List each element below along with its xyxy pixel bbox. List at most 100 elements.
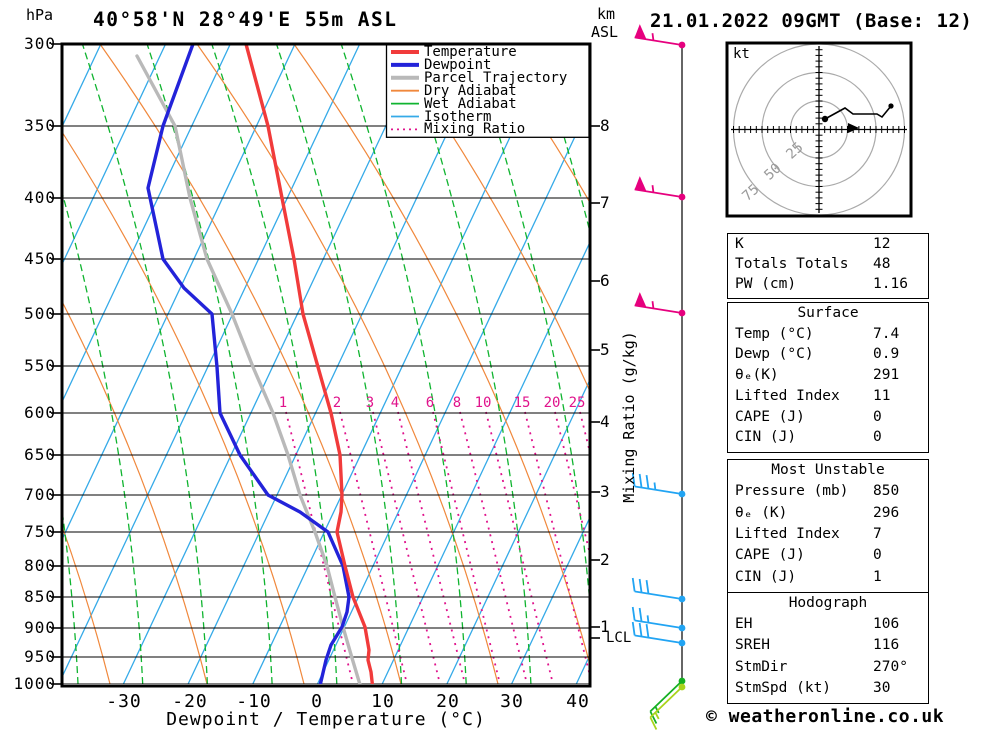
dry-adiabat-line xyxy=(62,300,208,684)
table-row: CAPE (J) 0 xyxy=(728,407,928,428)
isotherm-line xyxy=(62,44,361,679)
isotherm-line xyxy=(252,44,555,684)
legend-item-label: Wet Adiabat xyxy=(424,95,517,112)
isotherm-line xyxy=(446,378,590,684)
isotherm-line xyxy=(316,103,590,684)
wet-adiabat-line xyxy=(405,44,532,684)
temperature-tick-label: -20 xyxy=(172,691,208,712)
isotherm-line xyxy=(511,515,590,684)
mixing-ratio-line xyxy=(524,411,590,680)
table-row-label: Pressure (mb) xyxy=(735,483,849,500)
table-row-label: CAPE (J) xyxy=(735,547,805,564)
mixing-ratio-line xyxy=(397,411,466,684)
pressure-tick-label: 350 xyxy=(24,116,56,135)
km-tick-label: 2 xyxy=(600,550,610,569)
temperature-tick-label: 40 xyxy=(566,691,590,712)
km-tick-label: 6 xyxy=(600,271,610,290)
wind-barb xyxy=(631,577,686,603)
parcel-trajectory-curve xyxy=(135,54,362,684)
mixing-ratio-line xyxy=(485,411,554,684)
isotherm-line xyxy=(187,44,490,684)
table-row-label: StmDir xyxy=(735,658,788,675)
temperature-tick-label: 20 xyxy=(436,691,460,712)
temperature-tick-label: -30 xyxy=(106,691,142,712)
table-row-value: 0 xyxy=(873,408,882,425)
km-tick-label: 3 xyxy=(600,482,610,501)
wind-barb xyxy=(631,606,686,632)
mixing-ratio-line xyxy=(432,411,501,684)
hodograph xyxy=(725,41,913,218)
dry-adiabat-line xyxy=(62,130,305,684)
table-row: StmDir 270° xyxy=(728,657,928,678)
table-row-value: 291 xyxy=(873,367,900,384)
wind-barb xyxy=(631,621,686,647)
table-title: Hodograph xyxy=(788,595,868,611)
km-tick-label: 8 xyxy=(600,116,610,135)
legend-item-label: Parcel Trajectory xyxy=(424,69,568,86)
station-title: 40°58'N 28°49'E 55m ASL xyxy=(93,8,398,31)
mixing-ratio-value-label: 10 xyxy=(474,395,492,411)
wind-barb xyxy=(634,24,686,49)
table-row-value: 296 xyxy=(873,504,900,521)
table-row-value: 11 xyxy=(873,387,891,404)
chart-border xyxy=(60,42,592,688)
table-row-label: Lifted Index xyxy=(735,525,840,542)
wind-barb xyxy=(649,683,686,730)
run-date-title: 21.01.2022 09GMT (Base: 12) xyxy=(650,10,973,32)
dry-adiabat-line xyxy=(62,524,111,684)
pressure-tick-label: 950 xyxy=(24,647,56,666)
table-row-value: 116 xyxy=(873,637,900,654)
pressure-tick-label: 400 xyxy=(24,188,56,207)
table-row: CAPE (J) 0 xyxy=(728,545,928,566)
table-row-label: SREH xyxy=(735,637,770,654)
legend-item-label: Dry Adiabat xyxy=(424,82,517,99)
km-tick-label: 4 xyxy=(600,412,610,431)
table-row-value: 850 xyxy=(873,483,900,500)
pressure-tick-label: 600 xyxy=(24,403,56,422)
table-row-value: 1 xyxy=(873,568,882,585)
wind-barb xyxy=(649,677,686,724)
lcl-label: LCL xyxy=(606,630,632,646)
wet-adiabat-line xyxy=(534,44,590,235)
hodograph-unit-label: kt xyxy=(733,46,750,62)
table-row-label: PW (cm) xyxy=(735,276,797,292)
table-row-value: 106 xyxy=(873,616,900,633)
pressure-tick-label: 800 xyxy=(24,556,56,575)
wind-barb xyxy=(634,176,686,201)
hodograph-border xyxy=(725,41,913,218)
mixing-ratio-value-label: 8 xyxy=(452,395,462,411)
temperature-curve xyxy=(244,44,375,684)
table-row-value: 270° xyxy=(873,658,908,675)
pressure-tick-label: 450 xyxy=(24,249,56,268)
pressure-tick-label: 500 xyxy=(24,304,56,323)
table-row: Totals Totals 48 xyxy=(728,254,928,274)
legend-item-label: Temperature xyxy=(424,44,517,60)
table-row: K 12 xyxy=(728,234,928,254)
temperature-tick-label: 30 xyxy=(500,691,524,712)
table-row-value: 0 xyxy=(873,429,882,446)
table-row-value: 12 xyxy=(873,236,891,252)
most-unstable-table: Most Unstable Pressure (mb) 850 θₑ (K) 296 Li… xyxy=(727,459,929,593)
wet-adiabat-line xyxy=(275,44,403,684)
legend-item-label: Dewpoint xyxy=(424,56,492,73)
table-row: SREH 116 xyxy=(728,635,928,656)
mixing-ratio-value-label: 6 xyxy=(425,395,435,411)
mixing-ratio-value-label: 20 xyxy=(543,395,561,411)
table-row: CIN (J) 1 xyxy=(728,567,928,588)
wet-adiabat-line xyxy=(340,44,467,684)
temperature-tick-label: -10 xyxy=(236,691,272,712)
height-axis-unit-asl: ASL xyxy=(591,23,619,41)
legend-item-label: Isotherm xyxy=(424,108,492,125)
table-row-label: Temp (°C) xyxy=(735,325,814,342)
copyright: © weatheronline.co.uk xyxy=(706,706,945,727)
table-row-label: CIN (J) xyxy=(735,568,797,585)
pressure-tick-label: 1000 xyxy=(13,674,56,693)
mixing-ratio-line xyxy=(372,411,441,684)
hodograph-table: Hodograph EH 106 SREH 116 StmDir 270° StmSpd (k… xyxy=(727,592,929,704)
table-row: PW (cm) 1.16 xyxy=(728,274,928,294)
pressure-tick-label: 850 xyxy=(24,587,56,606)
wind-barb xyxy=(634,292,686,317)
table-row-label: StmSpd (kt) xyxy=(735,679,832,696)
wind-barb xyxy=(631,472,686,498)
km-tick-label: 1 xyxy=(600,617,610,636)
